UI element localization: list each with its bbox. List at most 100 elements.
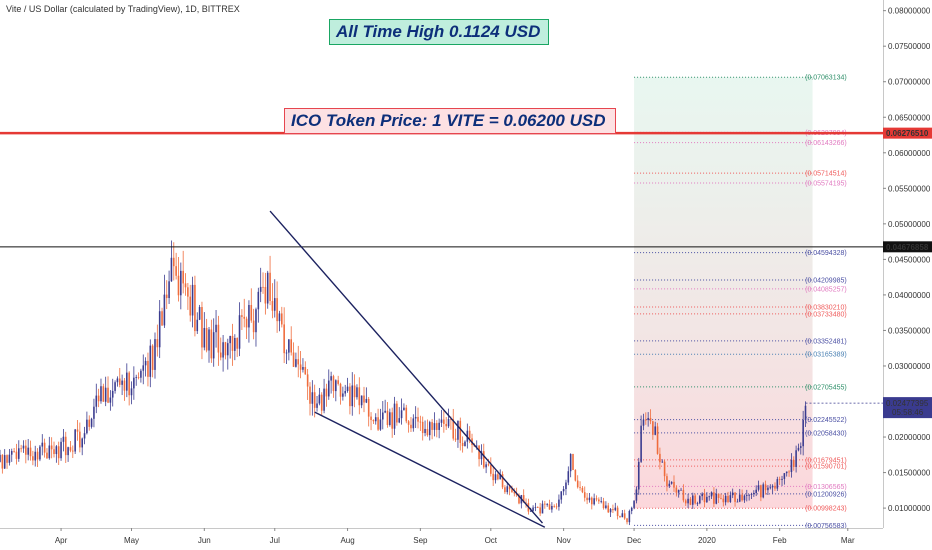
x-tick-label: Apr bbox=[55, 536, 68, 545]
ico-price-tag-label: 0.06276510 bbox=[886, 129, 929, 138]
candle-body bbox=[661, 461, 664, 463]
candle-body bbox=[356, 387, 358, 398]
candle-body bbox=[762, 484, 765, 498]
wedge-upper-trendline[interactable] bbox=[269, 210, 544, 524]
candle-body bbox=[320, 394, 323, 411]
candle-body bbox=[269, 272, 271, 302]
candle-body bbox=[22, 445, 25, 449]
candle-body bbox=[699, 496, 701, 504]
candle-body bbox=[250, 305, 253, 321]
candle-body bbox=[736, 501, 739, 503]
candle-body bbox=[555, 506, 558, 508]
candle-body bbox=[715, 493, 718, 504]
candle-body bbox=[581, 487, 584, 493]
candle-body bbox=[325, 388, 328, 397]
ico-price-annotation[interactable]: ICO Token Price: 1 VITE = 0.06200 USD bbox=[284, 108, 617, 134]
candle-body bbox=[46, 452, 48, 459]
candle-body bbox=[795, 450, 797, 467]
candle-body bbox=[259, 286, 262, 292]
fib-zone bbox=[634, 77, 813, 509]
fib-level-label: (0.01590701) bbox=[805, 464, 847, 471]
candle-body bbox=[262, 286, 264, 288]
candle-body bbox=[417, 416, 419, 422]
candle-body bbox=[482, 451, 485, 468]
ico-price-tag[interactable]: 0.06276510 bbox=[883, 127, 932, 139]
candle-body bbox=[17, 448, 20, 459]
candle-body bbox=[731, 492, 734, 496]
candle-body bbox=[318, 394, 321, 404]
candle-body bbox=[151, 345, 154, 370]
candle-body bbox=[748, 494, 750, 496]
fib-level-label: (0.03165389) bbox=[805, 352, 847, 359]
candle-body bbox=[614, 507, 617, 511]
x-tick-label: Feb bbox=[773, 536, 787, 545]
wedge-lower-trendline[interactable] bbox=[314, 411, 546, 528]
candle-body bbox=[389, 412, 391, 425]
fib-level-label: (0.01200926) bbox=[805, 491, 847, 498]
candle-body bbox=[637, 461, 640, 490]
candle-body bbox=[586, 497, 588, 501]
candle-body bbox=[576, 480, 579, 488]
candle-body bbox=[708, 496, 711, 498]
candle-body bbox=[743, 495, 746, 501]
candle-body bbox=[403, 407, 405, 411]
y-tick-label: 0.03500000 bbox=[888, 326, 931, 335]
candle-body bbox=[734, 492, 736, 502]
fib-level-label: (0.05714514) bbox=[805, 171, 847, 178]
candle-body bbox=[123, 380, 126, 391]
candle-body bbox=[412, 418, 415, 429]
candle-body bbox=[691, 495, 694, 505]
candles bbox=[0, 240, 807, 526]
candle-body bbox=[13, 451, 15, 452]
fib-level-label: (0.02245522) bbox=[805, 417, 847, 424]
candle-body bbox=[102, 386, 105, 402]
candle-body bbox=[490, 465, 492, 474]
candle-body bbox=[464, 441, 466, 446]
candle-body bbox=[760, 485, 762, 498]
candle-body bbox=[788, 471, 790, 473]
candle-body bbox=[292, 352, 295, 367]
candle-body bbox=[757, 485, 760, 490]
candle-body bbox=[445, 423, 447, 427]
y-tick-label: 0.06000000 bbox=[888, 149, 931, 158]
candle-body bbox=[288, 339, 290, 353]
y-tick-label: 0.05500000 bbox=[888, 184, 931, 193]
candle-body bbox=[351, 385, 354, 407]
resistance-price-tag[interactable]: 0.04676858 bbox=[883, 241, 932, 253]
candle-body bbox=[450, 419, 452, 420]
candle-body bbox=[600, 501, 602, 503]
candle-body bbox=[189, 296, 192, 316]
ath-annotation[interactable]: All Time High 0.1124 USD bbox=[329, 19, 550, 45]
candle-body bbox=[677, 489, 680, 493]
candle-body bbox=[163, 294, 166, 326]
candle-body bbox=[170, 257, 173, 282]
candle-body bbox=[365, 398, 368, 403]
time-axis: Apr May Jun Jul Aug Sep Oct Nov Dec 2020 Feb Mar bbox=[0, 528, 883, 550]
candle-body bbox=[109, 397, 112, 403]
candle-body bbox=[95, 395, 98, 407]
candle-body bbox=[419, 421, 422, 423]
candle-body bbox=[29, 447, 32, 457]
candle-body bbox=[245, 318, 248, 328]
candle-body bbox=[311, 392, 314, 404]
candle-body bbox=[574, 469, 577, 481]
candle-body bbox=[567, 471, 570, 483]
candle-body bbox=[776, 479, 779, 489]
candle-body bbox=[231, 335, 234, 351]
candle-body bbox=[767, 487, 769, 491]
candle-body bbox=[43, 442, 46, 453]
candle-body bbox=[156, 339, 159, 348]
candle-body bbox=[668, 483, 671, 487]
candle-body bbox=[532, 507, 534, 511]
candle-body bbox=[194, 284, 196, 332]
candle-body bbox=[285, 352, 288, 354]
candle-body bbox=[642, 419, 645, 426]
candle-body bbox=[3, 455, 6, 469]
candle-body bbox=[635, 489, 638, 501]
fib-level-label: (0.00998243) bbox=[805, 506, 847, 513]
candle-body bbox=[494, 474, 497, 481]
candle-body bbox=[792, 459, 795, 467]
candle-body bbox=[431, 422, 433, 430]
